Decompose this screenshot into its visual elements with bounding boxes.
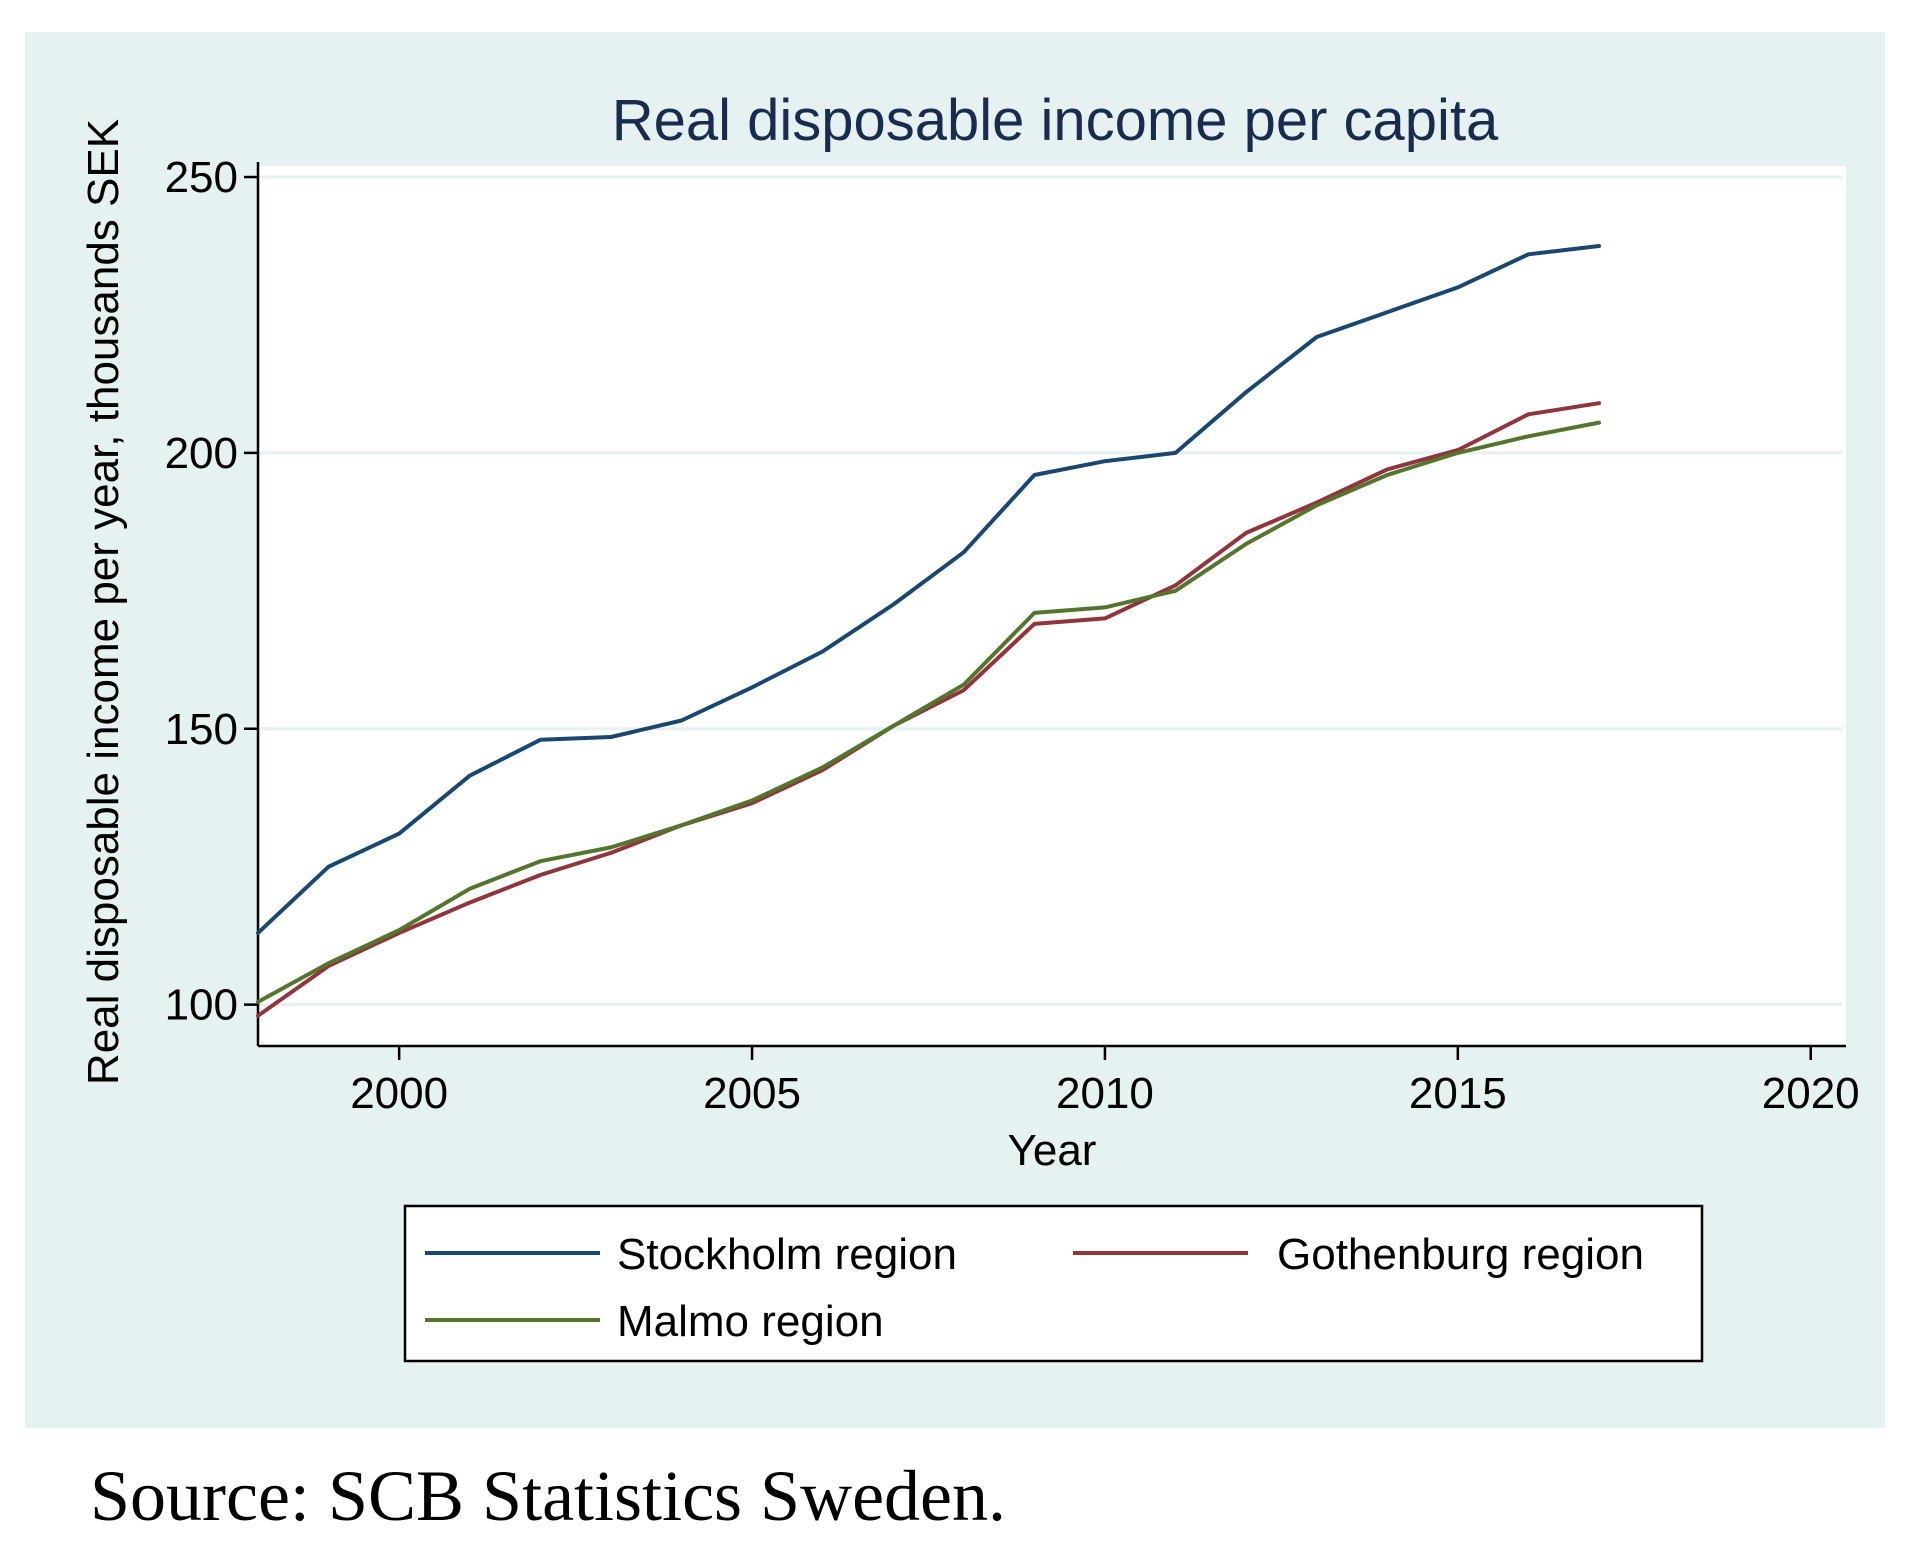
x-tick-label: 2020: [1762, 1069, 1860, 1118]
series-line-gothenburg-region: [256, 401, 1601, 1018]
x-axis-label: Year: [1008, 1126, 1097, 1175]
x-tick-label: 2005: [703, 1069, 801, 1118]
y-tick-label: 200: [165, 429, 238, 478]
x-tick-label: 2010: [1056, 1069, 1154, 1118]
chart-title: Real disposable income per capita: [612, 88, 1499, 153]
line-chart: 100 150 200 250 2000 2005 2010 2015 2020 Real di…: [25, 32, 1885, 1428]
plot-area: [258, 166, 1846, 1046]
gridlines: [258, 175, 1842, 1007]
x-tick-label: 2015: [1409, 1069, 1507, 1118]
axes: 100 150 200 250 2000 2005 2010 2015 2020: [165, 153, 1860, 1118]
legend-label-stockholm-region: Stockholm region: [617, 1230, 957, 1279]
y-tick-label: 150: [165, 705, 238, 754]
x-tick-label: 2000: [350, 1069, 448, 1118]
legend: Stockholm region Gothenburg region Malmo r…: [403, 1204, 1704, 1363]
y-tick-label: 100: [165, 981, 238, 1030]
y-axis-label: Real disposable income per year, thousan…: [79, 119, 128, 1085]
legend-label-gothenburg-region: Gothenburg region: [1277, 1230, 1644, 1279]
legend-box: [403, 1204, 1704, 1363]
y-tick-label: 250: [165, 153, 238, 202]
source-note: Source: SCB Statistics Sweden.: [90, 1456, 1006, 1536]
series-line-malmo-region: [256, 420, 1601, 1004]
legend-label-malmo-region: Malmo region: [617, 1297, 884, 1346]
series-lines: [256, 244, 1601, 1018]
series-line-stockholm-region: [256, 244, 1601, 935]
